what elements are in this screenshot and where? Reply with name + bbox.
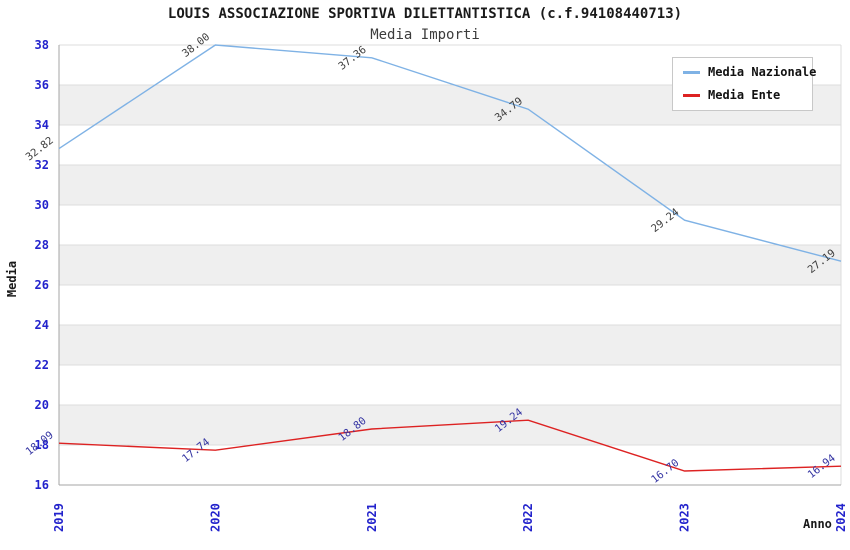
y-tick-label: 20 <box>35 398 49 412</box>
y-tick-label: 38 <box>35 38 49 52</box>
y-tick-label: 24 <box>35 318 49 332</box>
legend-entry-media-nazionale: Media Nazionale <box>683 65 816 79</box>
y-tick-label: 32 <box>35 158 49 172</box>
y-tick-label: 22 <box>35 358 49 372</box>
legend-entry-media-ente: Media Ente <box>683 88 802 102</box>
x-tick-label: 2023 <box>678 503 692 532</box>
data-point-label: 37.36 <box>336 44 368 73</box>
x-tick-label: 2022 <box>521 503 535 532</box>
chart-subtitle: Media Importi <box>370 27 480 43</box>
legend: Media Nazionale Media Ente <box>672 57 816 111</box>
data-point-label: 18.09 <box>24 429 56 458</box>
y-tick-label: 34 <box>35 118 49 132</box>
x-tick-label: 2021 <box>365 503 379 532</box>
y-tick-label: 16 <box>35 478 49 492</box>
y-tick-label: 36 <box>35 78 49 92</box>
legend-swatch-ente <box>683 93 700 97</box>
y-tick-label: 30 <box>35 198 49 212</box>
legend-label: Media Nazionale <box>708 65 817 79</box>
data-point-label: 29.24 <box>649 206 681 235</box>
x-tick-label: 2019 <box>52 503 66 532</box>
x-tick-label: 2020 <box>208 503 222 532</box>
y-tick-label: 28 <box>35 238 49 252</box>
y-tick-label: 26 <box>35 278 49 292</box>
x-tick-label: 2024 <box>834 503 848 532</box>
chart-title: LOUIS ASSOCIAZIONE SPORTIVA DILETTANTIST… <box>167 6 683 22</box>
legend-swatch-nazionale <box>683 70 700 74</box>
legend-label: Media Ente <box>708 88 781 102</box>
y-tick-label: 18 <box>35 438 49 452</box>
x-axis-title: Anno <box>803 517 832 531</box>
